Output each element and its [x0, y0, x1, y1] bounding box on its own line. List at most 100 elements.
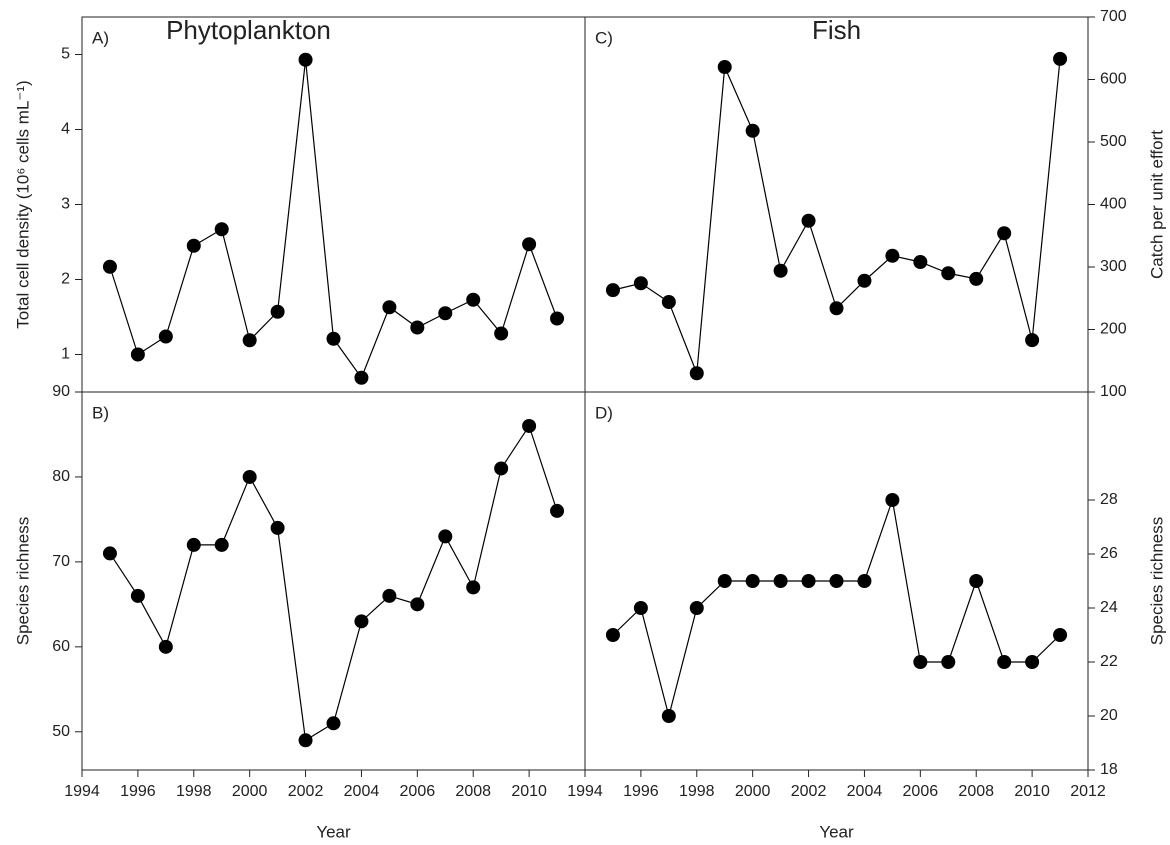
data-point [913, 655, 928, 669]
data-point [661, 295, 676, 309]
data-line [109, 59, 558, 379]
y-axis-label: Total cell density (10⁶ cells mL⁻¹) [13, 80, 32, 328]
data-point [438, 306, 453, 321]
x-tick-label: 1998 [176, 783, 212, 800]
data-point [1025, 333, 1040, 348]
y-tick-label: 600 [1100, 71, 1127, 88]
y-tick-label: 80 [52, 468, 70, 485]
x-tick-label: 1994 [64, 783, 100, 800]
y-tick-label: 5 [61, 46, 70, 63]
panel-title: Fish [812, 15, 861, 45]
x-tick-label: 1996 [120, 783, 156, 800]
data-point [186, 537, 201, 552]
x-tick-label: 1998 [679, 783, 715, 800]
data-point [270, 520, 285, 535]
data-point [354, 614, 369, 629]
data-point [773, 263, 788, 278]
data-point [661, 709, 676, 723]
x-tick-label: 2012 [1070, 783, 1106, 800]
data-point [857, 273, 872, 288]
data-point [605, 283, 620, 298]
data-point [382, 588, 397, 603]
data-point [941, 266, 956, 281]
y-tick-label: 3 [61, 196, 70, 213]
data-point [913, 255, 928, 269]
data-point [102, 259, 117, 274]
panel-label: B) [92, 403, 109, 422]
data-point [745, 574, 760, 588]
y-tick-label: 26 [1100, 545, 1118, 562]
y-tick-label: 70 [52, 553, 70, 570]
x-tick-label: 2002 [288, 783, 324, 800]
data-point [242, 333, 257, 348]
data-point [298, 733, 313, 748]
data-point [885, 248, 900, 263]
panel-title: Phytoplankton [166, 15, 331, 45]
data-point [969, 574, 984, 588]
y-tick-label: 22 [1100, 653, 1118, 670]
data-point [494, 326, 509, 341]
data-point [717, 60, 732, 74]
data-point [410, 320, 425, 335]
data-point [550, 311, 565, 326]
y-tick-label: 50 [52, 723, 70, 740]
data-point [829, 574, 844, 588]
y-tick-label: 28 [1100, 491, 1118, 508]
data-point [1053, 628, 1068, 642]
data-point [214, 222, 229, 237]
x-tick-label: 2004 [847, 783, 883, 800]
y-tick-label: 500 [1100, 133, 1127, 150]
data-point [941, 655, 956, 669]
data-point [689, 366, 704, 381]
data-point [605, 628, 620, 642]
data-line [612, 58, 1061, 374]
y-tick-label: 20 [1100, 707, 1118, 724]
data-point [997, 655, 1012, 669]
x-tick-label: 2002 [791, 783, 827, 800]
data-point [466, 292, 481, 307]
y-axis-label: Species richness [1147, 517, 1166, 646]
data-line [612, 499, 1061, 719]
y-tick-label: 700 [1100, 8, 1127, 25]
data-point [689, 601, 704, 615]
data-point [773, 574, 788, 588]
panel-label: C) [595, 28, 613, 47]
data-point [130, 347, 145, 362]
data-point [801, 574, 816, 588]
data-point [857, 574, 872, 588]
y-tick-label: 90 [52, 383, 70, 400]
y-tick-label: 24 [1100, 599, 1118, 616]
data-point [550, 503, 565, 518]
y-axis-label: Species richness [13, 517, 32, 646]
data-point [885, 493, 900, 507]
panel-frame [584, 16, 1089, 393]
y-tick-label: 400 [1100, 196, 1127, 213]
x-tick-label: 2010 [511, 783, 547, 800]
data-point [997, 226, 1012, 241]
data-point [298, 52, 313, 67]
x-tick-label: 2006 [903, 783, 939, 800]
data-point [102, 546, 117, 561]
panel-label: D) [595, 403, 613, 422]
data-point [214, 537, 229, 552]
x-tick-label: 2008 [958, 783, 994, 800]
data-point [382, 300, 397, 315]
data-point [158, 639, 173, 654]
x-tick-label: 1996 [623, 783, 659, 800]
data-point [522, 237, 537, 252]
x-tick-label: 2000 [735, 783, 771, 800]
panel-label: A) [92, 28, 109, 47]
y-tick-label: 60 [52, 638, 70, 655]
y-tick-label: 4 [61, 121, 70, 138]
data-point [717, 574, 732, 588]
data-point [158, 329, 173, 344]
data-point [633, 276, 648, 291]
data-point [242, 469, 257, 484]
data-point [186, 238, 201, 253]
y-tick-label: 200 [1100, 321, 1127, 338]
x-tick-label: 1994 [567, 783, 603, 800]
panel-frame [81, 391, 586, 771]
y-tick-label: 100 [1100, 383, 1127, 400]
data-point [522, 418, 537, 433]
